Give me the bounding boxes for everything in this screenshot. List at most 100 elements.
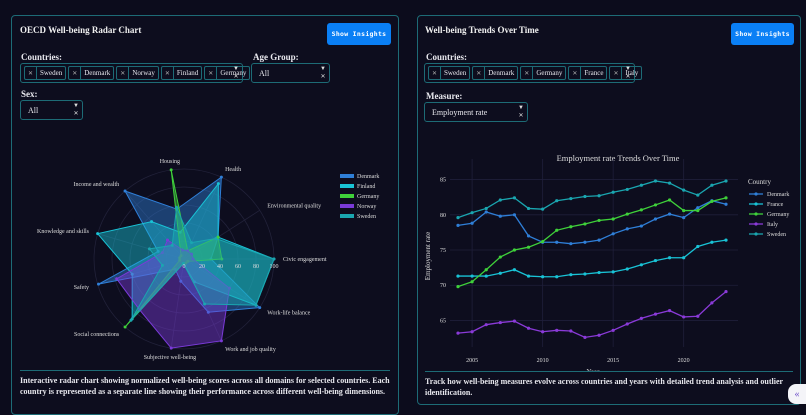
remove-chip-icon[interactable]: ✕	[610, 67, 622, 79]
chip-label: France	[581, 69, 606, 77]
age-group-dropdown[interactable]: All ▼✕	[251, 63, 330, 83]
line-point	[541, 275, 544, 278]
radar-countries-dropdown[interactable]: ✕Sweden✕Denmark✕Norway✕Finland✕Germany▼✕	[20, 63, 243, 83]
radar-point	[97, 283, 100, 286]
country-chip[interactable]: ✕Norway	[116, 66, 159, 80]
clear-icon[interactable]: ✕	[626, 73, 631, 81]
line-point	[499, 272, 502, 275]
remove-chip-icon[interactable]: ✕	[117, 67, 129, 79]
remove-chip-icon[interactable]: ✕	[429, 67, 441, 79]
line-point	[485, 323, 488, 326]
legend-label: France	[767, 202, 784, 208]
remove-chip-icon[interactable]: ✕	[521, 67, 533, 79]
line-point	[555, 241, 558, 244]
trends-countries-dropdown[interactable]: ✕Sweden✕Denmark✕Germany✕France✕Italy▼✕	[424, 63, 635, 83]
collapse-sidebar-button[interactable]: «	[788, 384, 806, 404]
line-point	[499, 255, 502, 258]
line-point	[710, 184, 713, 187]
line-point	[555, 199, 558, 202]
legend-marker	[754, 212, 757, 215]
sex-dropdown[interactable]: All ▼✕	[20, 100, 83, 120]
measure-value: Employment rate	[428, 108, 487, 117]
measure-dropdown[interactable]: Employment rate ▼✕	[424, 102, 528, 122]
radar-point	[170, 168, 173, 171]
line-point	[682, 315, 685, 318]
line-point	[696, 193, 699, 196]
employment-line-chart[interactable]: Employment rate Trends Over Time65707580…	[418, 131, 802, 371]
radar-axis-label: Work-life balance	[267, 309, 310, 316]
remove-chip-icon[interactable]: ✕	[69, 67, 81, 79]
radar-point	[214, 237, 217, 240]
remove-chip-icon[interactable]: ✕	[25, 67, 37, 79]
line-point	[640, 224, 643, 227]
line-point	[569, 242, 572, 245]
country-chip[interactable]: ✕Sweden	[428, 66, 470, 80]
caret-down-icon[interactable]: ▼	[233, 65, 239, 73]
line-point	[668, 256, 671, 259]
radar-tick-label: 40	[217, 264, 223, 270]
radar-point	[171, 244, 174, 247]
caret-down-icon[interactable]: ▼	[518, 104, 524, 112]
remove-chip-icon[interactable]: ✕	[473, 67, 485, 79]
line-point	[513, 248, 516, 251]
radar-point	[258, 306, 261, 309]
line-point	[612, 329, 615, 332]
clear-icon[interactable]: ✕	[519, 112, 524, 120]
line-point	[668, 198, 671, 201]
line-point	[654, 259, 657, 262]
country-chip[interactable]: ✕Finland	[161, 66, 202, 80]
caret-down-icon[interactable]: ▼	[320, 65, 326, 73]
line-point	[555, 275, 558, 278]
radar-point	[129, 319, 132, 322]
legend-label: Denmark	[767, 192, 789, 198]
clear-icon[interactable]: ✕	[321, 73, 326, 81]
line-point	[597, 239, 600, 242]
country-chip[interactable]: ✕Denmark	[472, 66, 518, 80]
legend-label: Sweden	[357, 214, 376, 220]
line-point	[499, 321, 502, 324]
radar-panel-title: OECD Well-being Radar Chart	[20, 25, 141, 35]
radar-point	[150, 220, 153, 223]
radar-show-insights-button[interactable]: Show Insights	[327, 23, 391, 45]
line-point	[724, 290, 727, 293]
caret-down-icon[interactable]: ▼	[625, 65, 631, 73]
legend-label: Sweden	[767, 232, 786, 238]
chart-title: Employment rate Trends Over Time	[557, 153, 680, 163]
line-series-sweden	[458, 181, 726, 218]
clear-icon[interactable]: ✕	[74, 110, 79, 118]
country-chip[interactable]: ✕Sweden	[24, 66, 66, 80]
line-point	[555, 229, 558, 232]
line-point	[485, 210, 488, 213]
country-chip[interactable]: ✕Denmark	[68, 66, 114, 80]
line-point	[485, 274, 488, 277]
sex-label: Sex:	[21, 89, 38, 99]
line-point	[583, 241, 586, 244]
remove-chip-icon[interactable]: ✕	[569, 67, 581, 79]
chip-label: Norway	[129, 69, 158, 77]
line-point	[513, 320, 516, 323]
line-point	[527, 274, 530, 277]
line-point	[583, 336, 586, 339]
radar-axis-label: Subjective well-being	[144, 355, 197, 361]
legend-label: Finland	[357, 184, 375, 190]
line-point	[471, 274, 474, 277]
trends-show-insights-button[interactable]: Show Insights	[731, 23, 794, 45]
radar-point	[166, 238, 169, 241]
country-chip[interactable]: ✕France	[568, 66, 607, 80]
remove-chip-icon[interactable]: ✕	[162, 67, 174, 79]
radar-tick-label: 60	[235, 264, 241, 270]
legend-label: Denmark	[357, 174, 379, 180]
clear-icon[interactable]: ✕	[234, 73, 239, 81]
line-point	[471, 330, 474, 333]
caret-down-icon[interactable]: ▼	[73, 102, 79, 110]
line-point	[456, 332, 459, 335]
line-point	[527, 207, 530, 210]
country-chip[interactable]: ✕Germany	[520, 66, 566, 80]
country-chip[interactable]: ✕Germany	[204, 66, 250, 80]
remove-chip-icon[interactable]: ✕	[205, 67, 217, 79]
line-point	[696, 209, 699, 212]
radar-tick-label: 20	[199, 264, 205, 270]
trends-panel: Well-being Trends Over Time Show Insight…	[417, 15, 801, 405]
line-point	[456, 285, 459, 288]
